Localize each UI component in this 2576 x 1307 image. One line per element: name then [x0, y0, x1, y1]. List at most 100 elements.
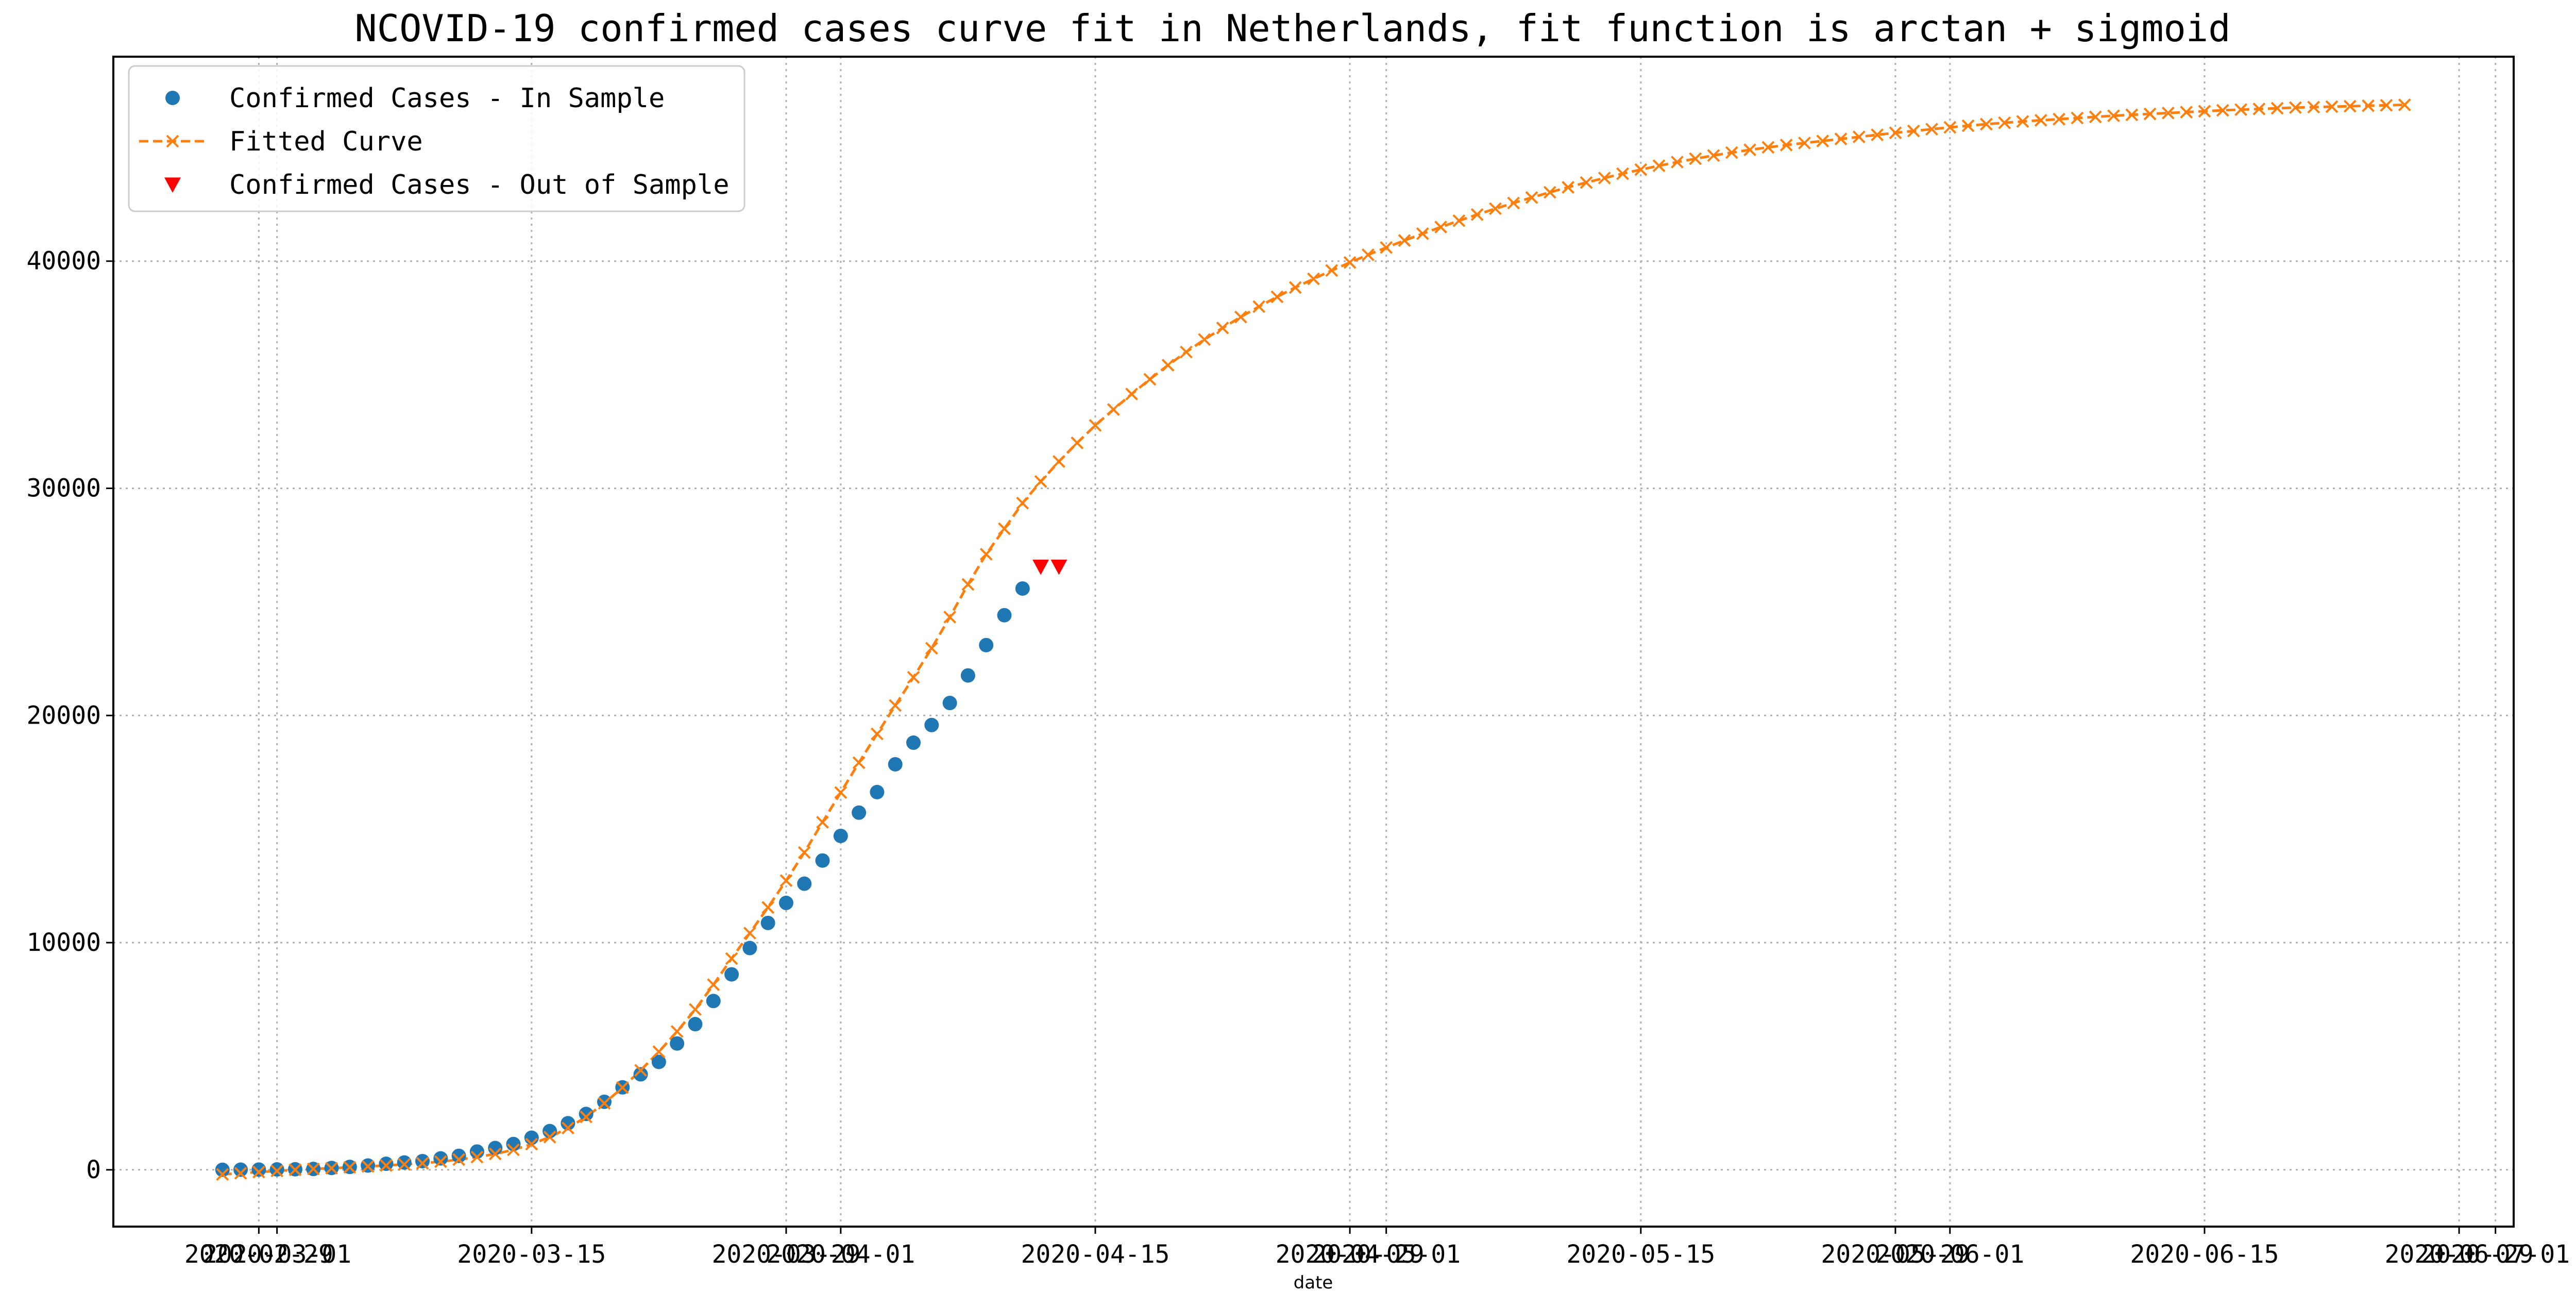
- fitted-curve-point: [689, 1003, 702, 1016]
- fitted-curve-point: [1943, 121, 1957, 134]
- fitted-point-x-stroke: [507, 1143, 520, 1157]
- fitted-point-x-stroke: [1707, 149, 1720, 162]
- fitted-point-x-stroke: [1198, 333, 1211, 346]
- legend-frame: [128, 65, 745, 212]
- fitted-point-x-stroke: [2107, 109, 2120, 123]
- fitted-curve-point: [616, 1081, 629, 1094]
- fitted-curve-point: [1543, 186, 1556, 199]
- in-sample-point: [1015, 581, 1030, 596]
- fitted-curve-point: [1816, 135, 1829, 147]
- grid: [113, 57, 2514, 1227]
- fitted-point-x-stroke: [252, 1165, 265, 1179]
- fitted-curve-point: [216, 1168, 229, 1181]
- fitted-point-x-stroke: [1889, 126, 1902, 140]
- fitted-curve-point: [707, 978, 720, 991]
- fitted-curve-point: [416, 1157, 429, 1170]
- fitted-point-x-stroke: [1616, 167, 1629, 180]
- fitted-point-x-stroke: [707, 978, 720, 991]
- fitted-point-x-stroke: [2343, 99, 2357, 113]
- fitted-point-x-stroke: [1216, 321, 1229, 334]
- fitted-curve-point: [270, 1164, 284, 1178]
- fitted-curve-point: [361, 1160, 375, 1173]
- fitted-curve-point: [1598, 171, 1611, 185]
- legend-label: Confirmed Cases - Out of Sample: [229, 170, 730, 200]
- fitted-point-x-stroke: [1634, 163, 1648, 176]
- in-sample-point: [233, 1162, 248, 1177]
- fitted-curve-point: [1380, 241, 1393, 254]
- fitted-point-x-stroke: [452, 1153, 466, 1166]
- fitted-curve-point: [2071, 111, 2084, 125]
- fitted-point-x-stroke: [1343, 256, 1357, 269]
- legend-items: Confirmed Cases - In Sample Fitted Curve C…: [139, 83, 730, 200]
- fitted-curve-point: [1707, 149, 1720, 162]
- fitted-curve-point: [561, 1121, 574, 1135]
- x-tick-label: 2020-03-15: [457, 1240, 606, 1269]
- fitted-point-x-stroke: [1325, 264, 1338, 277]
- fitted-point-x-stroke: [1016, 496, 1029, 510]
- legend-marker-x: [166, 135, 179, 148]
- fitted-point-x-stroke: [1380, 241, 1393, 254]
- fitted-curve-point: [1234, 310, 1247, 324]
- in-sample-point: [561, 1116, 575, 1131]
- fitted-point-x-stroke: [216, 1168, 229, 1181]
- fitted-curve-point: [670, 1025, 684, 1038]
- in-sample-point: [906, 735, 921, 750]
- in-sample-point: [706, 994, 721, 1009]
- fitted-point-x-stroke: [870, 727, 884, 741]
- fitted-curve-point: [1125, 388, 1138, 400]
- fitted-curve-path: [222, 103, 2405, 1176]
- fitted-curve-point: [1325, 264, 1338, 277]
- fitted-point-x-stroke: [634, 1064, 647, 1077]
- fitted-curve-point: [943, 610, 957, 624]
- fitted-curve-point: [1980, 118, 1993, 131]
- fitted-curve-point: [1725, 146, 1738, 159]
- fitted-point-x-stroke: [1125, 388, 1138, 400]
- fitted-point-x-stroke: [1562, 181, 1575, 194]
- x-tick-label: 2020-04-15: [1021, 1240, 1170, 1269]
- in-sample-point: [451, 1148, 466, 1163]
- fitted-point-x-stroke: [1434, 221, 1447, 233]
- fitted-curve-point: [398, 1158, 411, 1171]
- fitted-point-x-stroke: [2398, 98, 2411, 111]
- out-of-sample-point: [1050, 559, 1067, 575]
- fitted-curve-point: [1652, 159, 1666, 172]
- fitted-curve-point: [1670, 156, 1684, 169]
- fitted-curve-point: [1307, 272, 1320, 286]
- fitted-curve-point: [2216, 104, 2229, 117]
- fitted-point-x-stroke: [1470, 208, 1484, 221]
- fitted-curve-point: [652, 1045, 666, 1059]
- fitted-point-x-stroke: [2216, 104, 2229, 117]
- fitted-point-x-stroke: [1307, 272, 1320, 286]
- fitted-point-x-stroke: [166, 135, 179, 148]
- in-sample-point: [778, 895, 793, 910]
- fitted-point-x-stroke: [1907, 124, 1920, 138]
- plot-frame: [112, 56, 2515, 1228]
- x-tick-label: 2020-05-15: [1566, 1240, 1715, 1269]
- in-sample-point: [670, 1036, 685, 1051]
- fitted-point-x-stroke: [2034, 114, 2047, 127]
- fitted-point-x-stroke: [1398, 234, 1411, 247]
- fitted-point-x-stroke: [416, 1157, 429, 1170]
- fitted-point-x-stroke: [725, 952, 738, 965]
- fitted-curve-point: [1780, 139, 1793, 152]
- fitted-point-x-stroke: [925, 642, 938, 655]
- chart-title: NCOVID-19 confirmed cases curve fit in N…: [354, 7, 2230, 50]
- fitted-point-x-stroke: [1161, 359, 1175, 372]
- out-of-sample-point: [1032, 559, 1049, 575]
- fitted-curve-point: [2198, 105, 2211, 118]
- fitted-curve-point: [1398, 234, 1411, 247]
- fitted-curve-point: [1470, 208, 1484, 221]
- fitted-curve-point: [1889, 126, 1902, 140]
- fitted-curve-point: [1416, 227, 1429, 240]
- in-sample-point: [742, 941, 757, 956]
- fitted-point-x-stroke: [1852, 130, 1866, 144]
- in-sample-point: [870, 784, 885, 799]
- fitted-curve-point: [307, 1162, 320, 1176]
- fitted-curve-point: [761, 901, 775, 914]
- fitted-curve-point: [1525, 191, 1538, 204]
- fitted-curve-point: [1798, 137, 1811, 149]
- fitted-curve-point: [543, 1130, 556, 1144]
- fitted-curve-point: [816, 816, 829, 829]
- fitted-curve-point: [2034, 114, 2047, 127]
- fitted-curve-point: [634, 1064, 647, 1077]
